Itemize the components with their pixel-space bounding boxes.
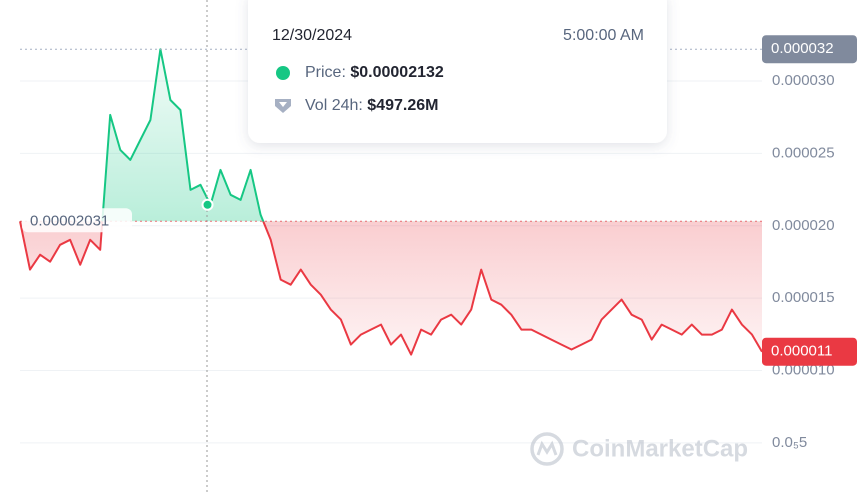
last-badge-label: 0.000011 bbox=[771, 343, 832, 360]
y-tick-label: 0.0₅5 bbox=[772, 434, 807, 451]
watermark: CoinMarketCap bbox=[530, 432, 748, 466]
price-line bbox=[19, 48, 763, 356]
high-badge bbox=[762, 35, 857, 64]
price-label-text: Price: bbox=[305, 64, 346, 81]
y-tick-label: 0.000030 bbox=[772, 72, 835, 89]
baseline-label-box bbox=[22, 208, 132, 233]
tooltip-date: 12/30/2024 bbox=[272, 27, 352, 44]
y-tick-label: 0.000010 bbox=[772, 361, 835, 378]
watermark-text: CoinMarketCap bbox=[572, 435, 748, 462]
tooltip: 12/30/2024 5:00:00 AM Price: $0.00002132… bbox=[248, 0, 667, 143]
y-tick-label: 0.000025 bbox=[772, 144, 835, 161]
volume-value: $497.26M bbox=[367, 97, 438, 114]
price-label: Price: $0.00002132 bbox=[305, 64, 444, 81]
price-dot bbox=[276, 66, 290, 80]
last-badge bbox=[762, 337, 857, 366]
tooltip-time: 5:00:00 AM bbox=[563, 27, 644, 44]
tooltip-box bbox=[248, 0, 667, 143]
volume-label: Vol 24h: $497.26M bbox=[305, 97, 438, 114]
baseline-label: 0.00002031 bbox=[30, 212, 109, 229]
volume-label-text: Vol 24h: bbox=[305, 97, 363, 114]
price-value: $0.00002132 bbox=[350, 64, 444, 81]
y-tick-label: 0.000020 bbox=[772, 217, 835, 234]
high-badge-label: 0.000032 bbox=[771, 40, 834, 57]
price-area bbox=[20, 49, 762, 355]
hover-point bbox=[201, 198, 214, 211]
volume-icon-inner bbox=[279, 102, 287, 107]
y-tick-label: 0.000015 bbox=[772, 289, 835, 306]
